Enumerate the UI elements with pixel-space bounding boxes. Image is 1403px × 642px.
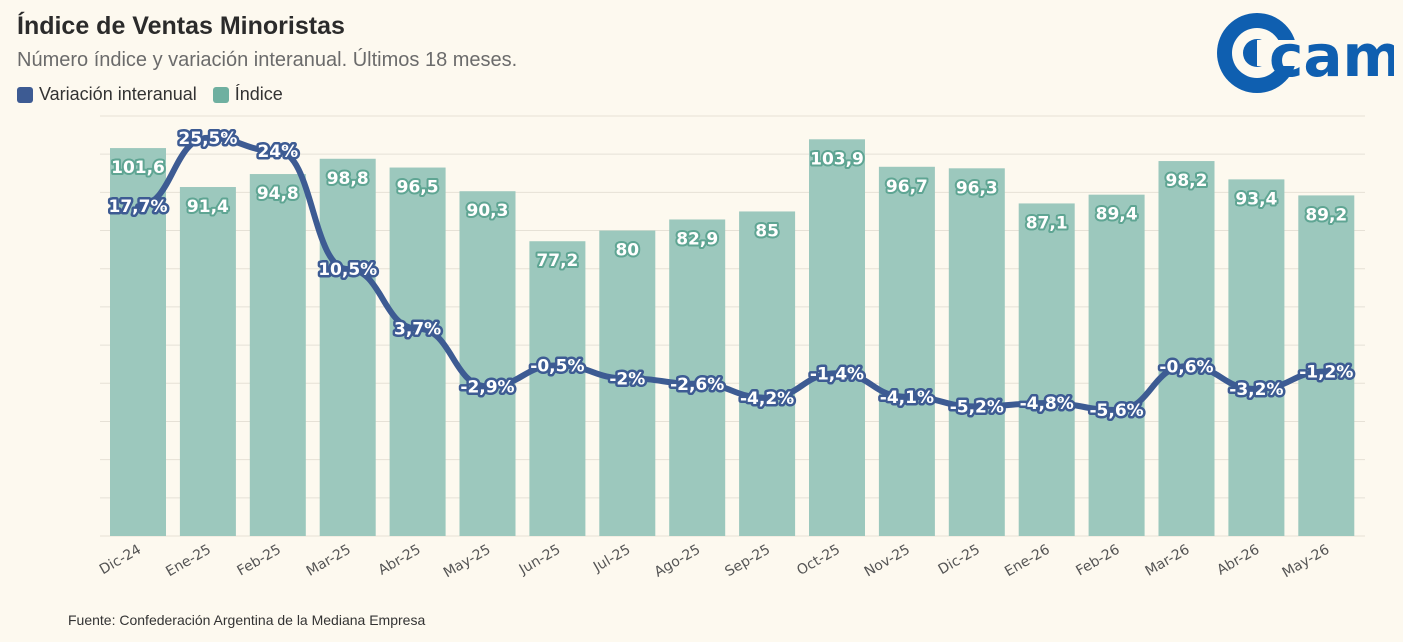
came-logo: came [1217,13,1394,93]
x-tick-Ene-26: Ene-26 [1002,542,1053,581]
line-label-Ago-25: -2,6% [670,375,724,395]
legend-label-variacion: Variación interanual [39,84,197,104]
x-tick-Ago-25: Ago-25 [652,542,703,581]
x-tick-Oct-25: Oct-25 [794,542,843,579]
bar-Nov-25 [878,166,935,537]
bar-label-Ago-25: 82,9 [676,229,718,249]
bar-label-Dic-24: 101,6 [111,158,165,178]
legend-item-variacion: Variación interanual [17,84,197,105]
bar-label-Abr-26: 93,4 [1235,189,1277,209]
line-series [135,134,1330,413]
bar-label-Ene-25: 91,4 [187,197,229,217]
line-label-Jul-25: -2% [609,370,645,390]
bar-label-Jun-25: 77,2 [536,251,578,271]
line-label-Feb-25: 24% [257,142,298,162]
x-tick-Feb-26: Feb-26 [1073,542,1122,580]
legend: Variación interanual Índice [17,84,299,105]
x-tick-Dic-24: Dic-24 [97,542,144,579]
line-label-Feb-26: -5,6% [1089,401,1143,421]
line-label-Abr-26: -3,2% [1229,380,1283,400]
bar-label-Feb-25: 94,8 [257,184,299,204]
bar-label-Mar-25: 98,8 [327,169,369,189]
bar-labels: 101,6 91,4 94,8 98,8 96,5 90,3 77,2 80 82,9 85 103… [109,147,1349,273]
line-label-Mar-26: -0,6% [1159,357,1213,377]
variacion-line [135,134,1330,413]
x-axis-ticks: Dic-24 Ene-25 Feb-25 Mar-25 Abr-25 May-25 Jun-… [97,542,1333,582]
legend-item-indice: Índice [212,84,283,105]
bar-Sep-25 [739,211,796,537]
line-label-Jun-25: -0,5% [530,356,584,376]
bar-Abr-25 [389,167,446,536]
bar-Jul-25 [599,230,656,536]
x-tick-Feb-25: Feb-25 [235,542,284,580]
legend-label-indice: Índice [234,84,283,104]
line-label-Abr-25: 3,7% [394,320,441,340]
x-tick-Ene-25: Ene-25 [163,542,214,580]
bar-label-Nov-25: 96,7 [886,177,928,197]
bar-Dic-25 [948,168,1005,537]
line-label-May-25: -2,9% [460,377,514,397]
grid [100,115,1365,537]
legend-swatch-indice [212,86,229,103]
x-tick-Nov-25: Nov-25 [862,542,913,581]
came-logo-text: came [1269,22,1394,90]
line-label-Mar-25: 10,5% [318,260,377,280]
bar-Mar-25 [319,158,376,536]
chart-subtitle: Número índice y variación interanual. Úl… [17,49,518,71]
line-label-Nov-25: -4,1% [880,388,934,408]
x-tick-Dic-25: Dic-25 [936,542,983,578]
x-tick-Jul-25: Jul-25 [590,542,633,576]
line-label-Dic-25: -5,2% [950,398,1004,418]
bar-Ago-25 [669,219,726,537]
x-tick-Sep-25: Sep-25 [722,542,773,580]
bar-label-May-26: 89,2 [1305,205,1347,225]
bar-Abr-26 [1228,179,1285,536]
bar-label-May-25: 90,3 [467,201,509,221]
line-label-May-26: -1,2% [1299,363,1353,383]
source-note: Fuente: Confederación Argentina de la Me… [68,612,426,628]
bar-label-Abr-25: 96,5 [397,178,439,198]
bar-May-25 [459,191,516,536]
bars [110,139,1355,537]
line-label-Ene-26: -4,8% [1020,394,1074,414]
x-tick-Abr-26: Abr-26 [1214,542,1262,579]
line-label-Oct-25: -1,4% [810,364,864,384]
bar-Jun-25 [529,241,586,536]
bar-May-26 [1298,195,1355,536]
x-tick-May-25: May-25 [441,542,494,582]
line-labels: 17,7% 25,5% 24% 10,5% 3,7% -2,9% -0,5% -2% -2,6%… [106,126,1356,423]
bar-Mar-26 [1158,161,1215,536]
bar-Ene-26 [1018,203,1075,536]
bar-label-Ene-26: 87,1 [1026,213,1068,233]
x-tick-Abr-25: Abr-25 [376,542,424,579]
line-label-Ene-25: 25,5% [178,129,237,149]
chart-title: Índice de Ventas Minoristas [17,12,345,40]
line-label-Sep-25: -4,2% [740,389,794,409]
bar-label-Jul-25: 80 [615,241,639,261]
bar-label-Feb-26: 89,4 [1096,205,1138,225]
bar-label-Oct-25: 103,9 [810,149,864,169]
bar-Oct-25 [809,139,865,537]
x-tick-Mar-25: Mar-25 [304,542,354,580]
bar-Ene-25 [179,187,236,536]
bar-Feb-25 [249,174,306,536]
bar-label-Mar-26: 98,2 [1166,171,1208,191]
x-tick-Jun-25: Jun-25 [516,542,564,579]
bar-Feb-26 [1088,194,1145,536]
line-label-Dic-24: 17,7% [109,197,168,217]
x-tick-May-26: May-26 [1280,542,1333,582]
bar-label-Dic-25: 96,3 [956,178,998,198]
x-tick-Mar-26: Mar-26 [1143,542,1193,580]
bar-label-Sep-25: 85 [755,221,779,241]
bar-Dic-24 [110,148,166,536]
legend-swatch-variacion [17,86,33,103]
